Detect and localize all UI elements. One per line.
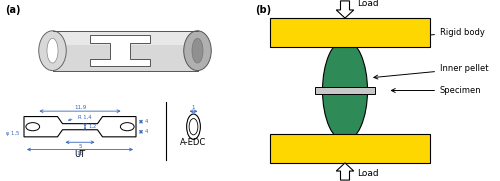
Text: 4: 4 (145, 129, 148, 134)
Bar (315, 87, 375, 94)
Ellipse shape (184, 31, 211, 71)
Bar (52, 31, 198, 45)
Polygon shape (90, 35, 150, 66)
Ellipse shape (186, 114, 200, 139)
Text: (b): (b) (255, 5, 271, 15)
Polygon shape (336, 1, 354, 18)
Text: A-EDC: A-EDC (180, 138, 206, 147)
Text: Load: Load (358, 0, 379, 8)
Text: φ 1,5: φ 1,5 (6, 131, 19, 136)
Polygon shape (24, 117, 136, 137)
Text: 1: 1 (192, 105, 195, 110)
Ellipse shape (189, 119, 198, 135)
Ellipse shape (120, 123, 134, 131)
Bar (52, 31, 198, 71)
Text: 1,2: 1,2 (89, 124, 97, 129)
Polygon shape (336, 163, 354, 180)
Bar (270, 18, 430, 47)
Text: 4: 4 (145, 119, 148, 124)
Text: 11,9: 11,9 (74, 105, 86, 110)
Ellipse shape (26, 123, 40, 131)
Ellipse shape (47, 38, 58, 63)
Bar (270, 134, 430, 163)
Text: Specimen: Specimen (392, 86, 482, 95)
Ellipse shape (322, 40, 368, 141)
Text: 16: 16 (76, 151, 84, 156)
Text: UT: UT (74, 150, 86, 159)
Ellipse shape (39, 31, 66, 71)
Text: (a): (a) (5, 5, 20, 15)
Text: Rigid body: Rigid body (416, 28, 485, 38)
Text: Load: Load (358, 169, 379, 178)
Text: 5: 5 (78, 144, 82, 149)
Text: Inner pellet: Inner pellet (374, 64, 488, 79)
Text: R 1,4: R 1,4 (68, 114, 91, 121)
Ellipse shape (192, 38, 203, 63)
